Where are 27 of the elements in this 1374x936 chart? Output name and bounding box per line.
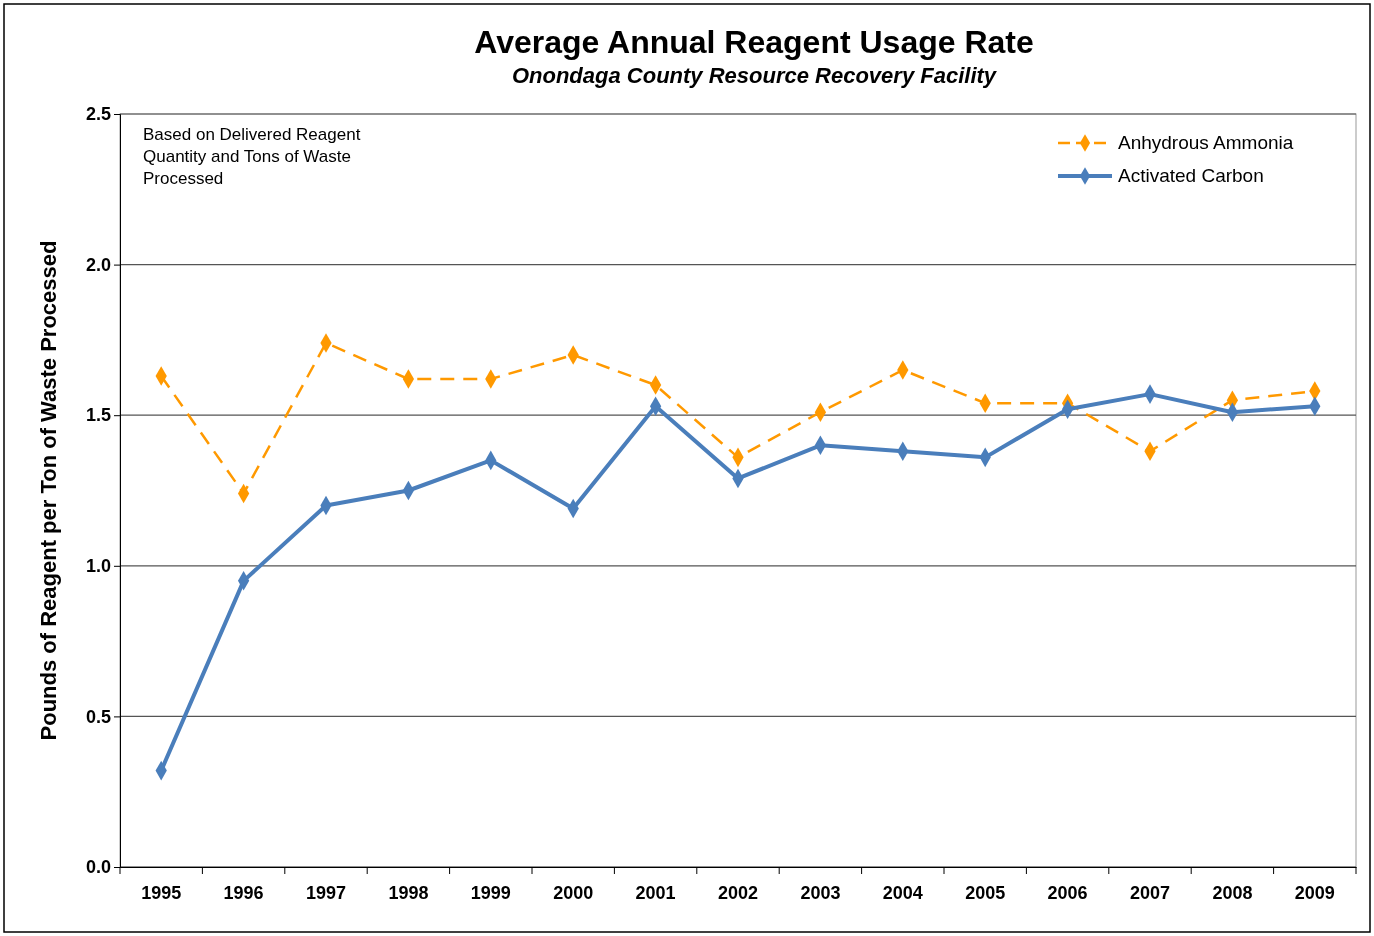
y-tick-label: 2.5: [85, 104, 111, 125]
x-tick-label: 1996: [223, 882, 264, 903]
annotation: Based on Delivered Reagent Quantity and Tons of Waste Processed: [143, 125, 361, 189]
x-tick-label: 1997: [305, 882, 347, 903]
y-tick-label: 0.5: [85, 706, 111, 727]
x-tick-label: 2007: [1129, 882, 1171, 903]
legend-label: Anhydrous Ammonia: [1118, 132, 1294, 153]
x-tick-label: 1999: [470, 882, 511, 903]
x-tick-label: 2008: [1212, 882, 1253, 903]
x-tick-label: 1998: [388, 882, 429, 903]
x-tick-label: 1995: [141, 882, 182, 903]
x-tick-label: 2006: [1047, 882, 1088, 903]
x-tick-label: 2000: [553, 882, 594, 903]
y-tick-label: 0.0: [85, 857, 111, 878]
chart-title: Average Annual Reagent Usage Rate: [474, 24, 1034, 60]
chart-subtitle: Onondaga County Resource Recovery Facility: [511, 63, 998, 88]
legend-label: Activated Carbon: [1118, 165, 1264, 186]
x-tick-label: 2003: [800, 882, 841, 903]
x-tick-label: 2009: [1294, 882, 1335, 903]
y-axis-title: Pounds of Reagent per Ton of Waste Processed: [36, 240, 61, 741]
x-tick-label: 2004: [882, 882, 923, 903]
y-tick-label: 2.0: [85, 254, 111, 275]
x-tick-label: 2005: [965, 882, 1006, 903]
x-tick-label: 2002: [717, 882, 759, 903]
x-tick-label: 2001: [635, 882, 676, 903]
y-tick-label: 1.5: [85, 405, 111, 426]
y-tick-label: 1.0: [85, 556, 111, 577]
